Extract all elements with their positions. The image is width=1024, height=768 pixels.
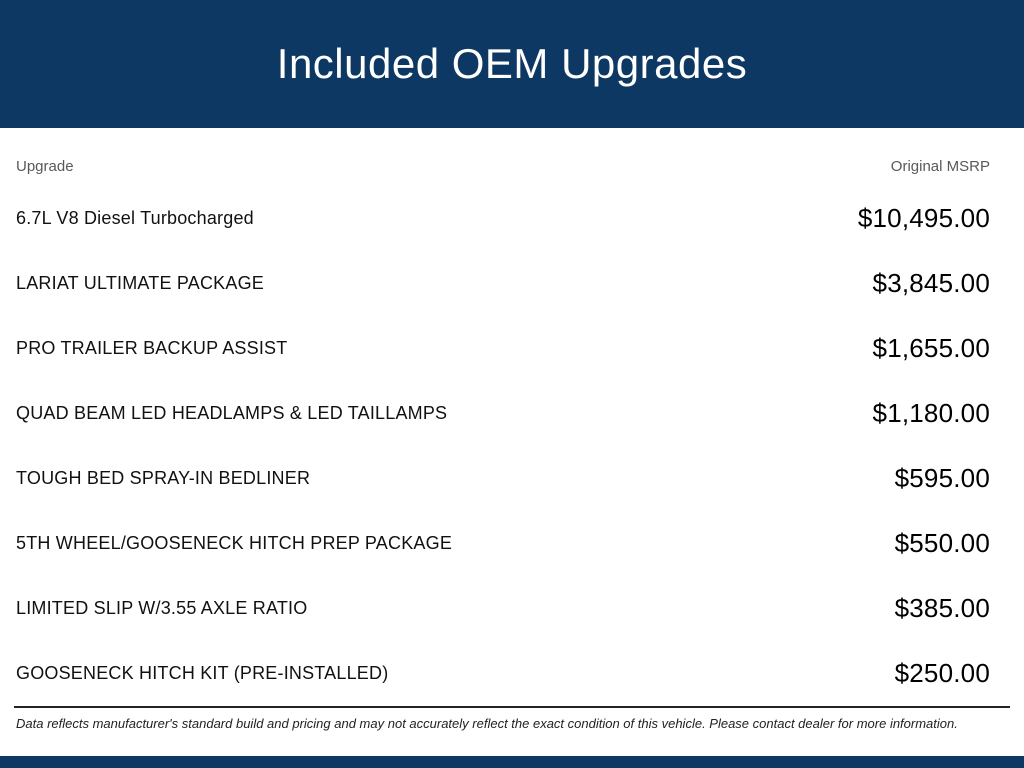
column-header-msrp: Original MSRP: [890, 158, 990, 175]
upgrade-name: 5TH WHEEL/GOOSENECK HITCH PREP PACKAGE: [16, 533, 453, 553]
table-row: GOOSENECK HITCH KIT (PRE-INSTALLED) $250…: [16, 641, 990, 706]
disclaimer-text: Data reflects manufacturer's standard bu…: [16, 716, 958, 731]
upgrade-price: $10,495.00: [857, 203, 990, 233]
table-row: QUAD BEAM LED HEADLAMPS & LED TAILLAMPS …: [16, 381, 990, 446]
upgrade-name: QUAD BEAM LED HEADLAMPS & LED TAILLAMPS: [16, 403, 448, 423]
table-row: LARIAT ULTIMATE PACKAGE $3,845.00: [16, 251, 990, 316]
upgrade-price: $550.00: [894, 528, 990, 558]
table-row: LIMITED SLIP W/3.55 AXLE RATIO $385.00: [16, 576, 990, 641]
column-header-upgrade: Upgrade: [16, 158, 74, 175]
upgrade-price: $250.00: [894, 658, 990, 688]
upgrade-price: $1,180.00: [872, 398, 990, 428]
page-title: Included OEM Upgrades: [276, 40, 748, 87]
upgrade-name: 6.7L V8 Diesel Turbocharged: [16, 208, 254, 228]
header-banner: Included OEM Upgrades: [0, 0, 1024, 128]
bottom-bar: [0, 756, 1024, 768]
upgrades-table: Upgrade Original MSRP 6.7L V8 Diesel Tur…: [0, 128, 1024, 706]
divider: [14, 706, 1010, 708]
column-headers: Upgrade Original MSRP: [16, 158, 990, 178]
table-row: 6.7L V8 Diesel Turbocharged $10,495.00: [16, 186, 990, 251]
upgrade-name: LIMITED SLIP W/3.55 AXLE RATIO: [16, 598, 308, 618]
upgrade-price: $385.00: [894, 593, 990, 623]
upgrade-name: PRO TRAILER BACKUP ASSIST: [16, 338, 288, 358]
upgrade-name: TOUGH BED SPRAY-IN BEDLINER: [16, 468, 311, 488]
upgrade-name: LARIAT ULTIMATE PACKAGE: [16, 273, 264, 293]
table-row: 5TH WHEEL/GOOSENECK HITCH PREP PACKAGE $…: [16, 511, 990, 576]
upgrade-name: GOOSENECK HITCH KIT (PRE-INSTALLED): [16, 663, 389, 683]
upgrade-price: $1,655.00: [872, 333, 990, 363]
table-row: TOUGH BED SPRAY-IN BEDLINER $595.00: [16, 446, 990, 511]
upgrade-price: $3,845.00: [872, 268, 990, 298]
table-row: PRO TRAILER BACKUP ASSIST $1,655.00: [16, 316, 990, 381]
upgrade-price: $595.00: [894, 463, 990, 493]
